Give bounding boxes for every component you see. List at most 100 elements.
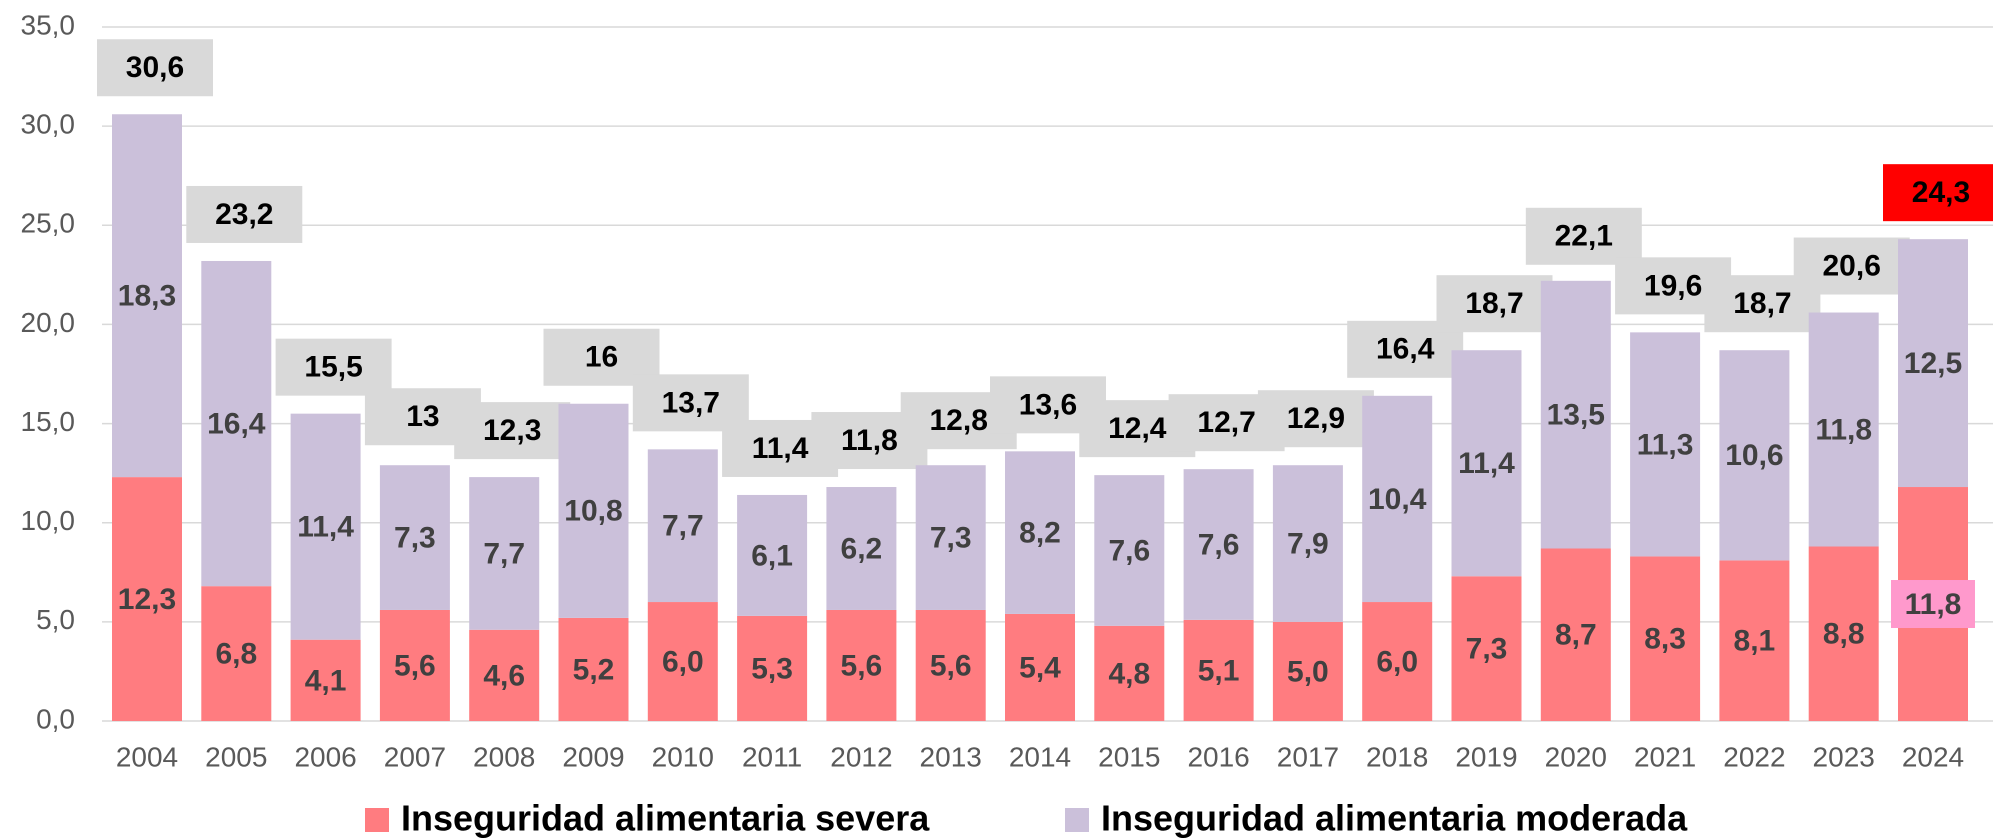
value-label: 12,3 [118, 583, 176, 616]
value-label: 16,4 [207, 407, 266, 440]
value-label: 10,4 [1368, 483, 1427, 516]
value-label: 10,6 [1725, 439, 1783, 472]
bar-segment [379, 609, 450, 721]
value-label: 10,8 [564, 495, 622, 528]
total-label: 22,1 [1555, 220, 1613, 253]
x-tick-label: 2015 [1098, 741, 1160, 772]
bar-segment [1094, 475, 1165, 626]
total-label: 30,6 [126, 51, 184, 84]
bar-segment [1898, 239, 1968, 488]
bar-segment [1719, 350, 1790, 561]
value-label: 5,1 [1198, 654, 1240, 687]
x-tick-label: 2016 [1187, 741, 1249, 772]
total-label: 12,8 [930, 404, 988, 437]
x-tick-label: 2022 [1723, 741, 1785, 772]
value-label: 6,8 [215, 638, 257, 671]
bar-segment [558, 403, 629, 618]
x-tick-label: 2005 [205, 741, 267, 772]
total-label: 11,8 [841, 424, 898, 457]
bar-segment [379, 465, 450, 610]
value-label: 8,8 [1823, 618, 1865, 651]
x-tick-label: 2014 [1009, 741, 1071, 772]
bar-segment [647, 602, 718, 721]
bar-segment [1540, 280, 1611, 549]
bar-segment [1183, 469, 1254, 620]
bar-segment [1719, 560, 1790, 721]
total-label: 16 [585, 341, 618, 374]
y-tick-label: 25,0 [21, 208, 76, 239]
bar-segment [1808, 312, 1879, 547]
total-label: 13 [406, 400, 439, 433]
value-label: 8,1 [1734, 625, 1776, 658]
y-tick-label: 0,0 [36, 703, 75, 734]
bar-segment [1272, 465, 1343, 622]
bar-segment [915, 609, 986, 721]
value-label: 7,7 [483, 537, 525, 570]
legend-swatch [1065, 808, 1089, 832]
value-label: 11,3 [1637, 428, 1694, 461]
bar-segment [112, 114, 182, 478]
value-label: 6,1 [751, 539, 793, 572]
total-label: 20,6 [1823, 249, 1881, 282]
value-label: 12,5 [1904, 347, 1962, 380]
value-label: 7,3 [930, 522, 972, 555]
bar-segment [290, 639, 361, 721]
value-label: 7,3 [1466, 633, 1508, 666]
x-tick-label: 2006 [294, 741, 356, 772]
y-tick-label: 10,0 [21, 505, 76, 536]
total-label: 19,6 [1644, 269, 1702, 302]
total-box [454, 402, 571, 460]
x-tick-label: 2009 [562, 741, 624, 772]
x-tick-label: 2012 [830, 741, 892, 772]
total-label: 15,5 [304, 351, 362, 384]
legend-label: Inseguridad alimentaria moderada [1101, 798, 1688, 839]
value-label: 8,3 [1644, 623, 1686, 656]
value-label: 7,6 [1108, 534, 1150, 567]
value-label: 18,3 [118, 280, 176, 313]
value-label: 7,9 [1287, 527, 1329, 560]
value-label: 5,6 [930, 649, 972, 682]
value-label: 5,0 [1287, 655, 1329, 688]
bar-segment [558, 617, 629, 721]
total-box [1883, 164, 1993, 222]
x-tick-label: 2018 [1366, 741, 1428, 772]
x-tick-label: 2004 [116, 741, 178, 772]
value-label: 13,5 [1547, 399, 1605, 432]
value-label: 8,7 [1555, 619, 1597, 652]
value-label: 11,8 [1815, 413, 1872, 446]
total-label: 24,3 [1912, 176, 1970, 209]
bar-segment [1005, 451, 1075, 614]
bar-segment [737, 494, 808, 616]
total-box [1793, 237, 1910, 295]
x-tick-label: 2010 [652, 741, 714, 772]
total-label: 12,4 [1108, 412, 1167, 445]
value-label: 4,6 [483, 659, 525, 692]
value-label: 11,4 [297, 511, 354, 544]
x-tick-label: 2017 [1277, 741, 1339, 772]
value-label: 7,7 [662, 510, 704, 543]
value-label: 6,0 [1376, 645, 1418, 678]
bar-segment [1362, 395, 1433, 603]
total-label: 11,4 [752, 432, 809, 465]
bar-segment [201, 260, 272, 587]
bar-segment [1183, 619, 1254, 721]
bar-segment [1005, 613, 1075, 721]
bar-segment [1451, 576, 1522, 721]
total-label: 18,7 [1465, 287, 1523, 320]
value-label: 5,4 [1019, 651, 1061, 684]
total-label: 13,7 [662, 386, 720, 419]
y-tick-label: 30,0 [21, 109, 76, 140]
total-label: 23,2 [215, 198, 273, 231]
value-label: 5,6 [841, 649, 883, 682]
value-label: 5,2 [573, 653, 615, 686]
value-label: 4,1 [305, 664, 347, 697]
bar-segment [826, 609, 897, 721]
bar-segment [915, 465, 986, 610]
bar-segment [647, 449, 718, 603]
x-tick-label: 2020 [1545, 741, 1607, 772]
bar-segment [1808, 546, 1879, 721]
bar-segment [1540, 548, 1611, 721]
y-tick-label: 15,0 [21, 406, 76, 437]
bar-segment [201, 586, 272, 721]
x-tick-label: 2024 [1902, 741, 1964, 772]
